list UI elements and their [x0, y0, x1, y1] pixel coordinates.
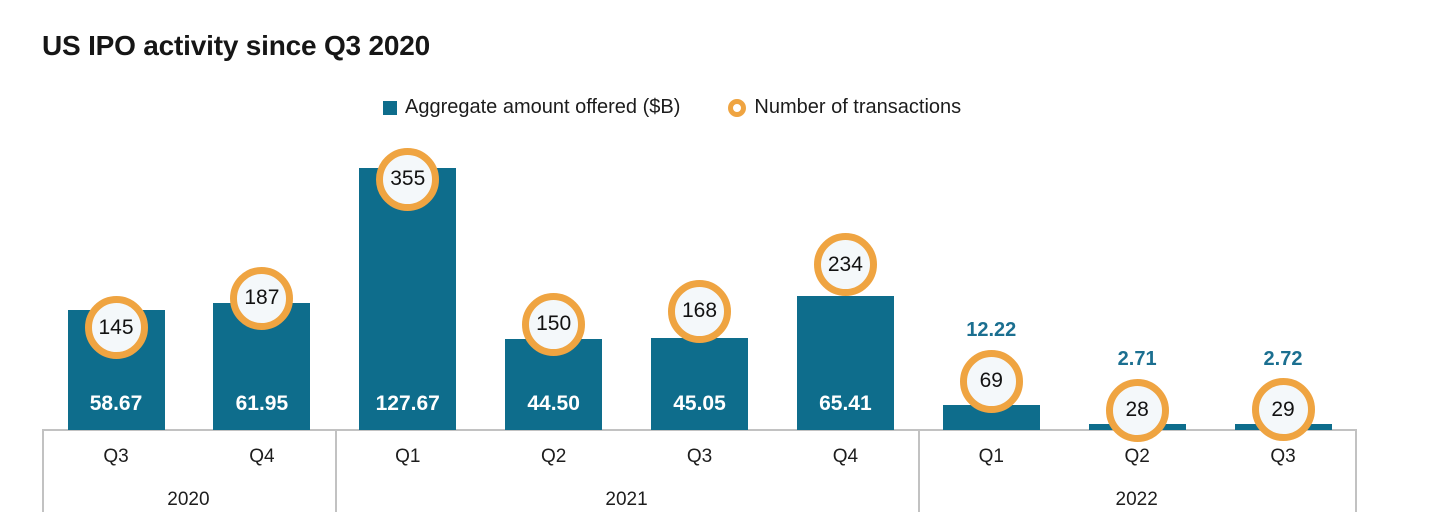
bar-value-label: 61.95 — [235, 392, 289, 415]
bar-value-label: 12.22 — [966, 319, 1017, 342]
x-axis-divider — [918, 429, 921, 512]
axis-year-label: 2021 — [605, 489, 648, 510]
bar-series-square-icon — [383, 100, 397, 115]
transactions-count-circle: 234 — [813, 233, 877, 297]
transactions-count-circle: 29 — [1251, 378, 1315, 442]
axis-quarter-label: Q3 — [1270, 446, 1296, 467]
bar-q1-2021 — [359, 168, 457, 430]
transactions-ring-icon — [728, 98, 747, 117]
transactions-count-circle: 145 — [84, 296, 148, 360]
bar-q3-2021 — [651, 337, 748, 430]
bar-value-label: 45.05 — [673, 392, 726, 415]
legend-item-aggregate-amount: Aggregate amount offered ($B) — [383, 96, 680, 119]
bar-value-label: 65.41 — [819, 392, 872, 415]
x-axis-divider — [334, 429, 337, 512]
chart-legend: Aggregate amount offered ($B) Number of … — [383, 96, 961, 119]
transactions-count-circle: 355 — [376, 147, 440, 211]
axis-year-label: 2020 — [167, 489, 210, 510]
axis-quarter-label: Q4 — [249, 446, 275, 467]
axis-quarter-label: Q4 — [832, 446, 859, 467]
bar-value-label: 44.50 — [527, 392, 580, 415]
bar-q4-2021 — [796, 295, 894, 430]
transactions-count-circle: 168 — [668, 279, 731, 343]
axis-quarter-label: Q3 — [103, 446, 129, 467]
legend-label-transactions: Number of transactions — [754, 96, 962, 118]
bar-value-label: 127.67 — [375, 392, 440, 415]
transactions-count-circle: 28 — [1105, 378, 1169, 442]
x-axis-line — [42, 429, 1355, 431]
legend-label-aggregate-amount: Aggregate amount offered ($B) — [405, 96, 681, 118]
legend-item-transactions: Number of transactions — [728, 96, 961, 119]
axis-quarter-label: Q1 — [978, 446, 1004, 467]
bar-value-label: 2.72 — [1263, 347, 1303, 370]
axis-quarter-label: Q2 — [540, 446, 567, 467]
transactions-count-circle: 187 — [230, 266, 294, 330]
x-axis-divider — [1355, 429, 1357, 512]
transactions-count-circle: 69 — [959, 349, 1023, 413]
bar-value-label: 58.67 — [89, 392, 143, 415]
x-axis-divider — [42, 429, 44, 512]
axis-quarter-label: Q2 — [1124, 446, 1150, 467]
axis-quarter-label: Q3 — [686, 446, 713, 467]
transactions-count-circle: 150 — [522, 292, 586, 356]
chart-title: US IPO activity since Q3 2020 — [42, 30, 430, 61]
bar-value-label: 2.71 — [1117, 348, 1157, 371]
axis-quarter-label: Q1 — [395, 446, 421, 467]
axis-year-label: 2022 — [1115, 489, 1158, 510]
